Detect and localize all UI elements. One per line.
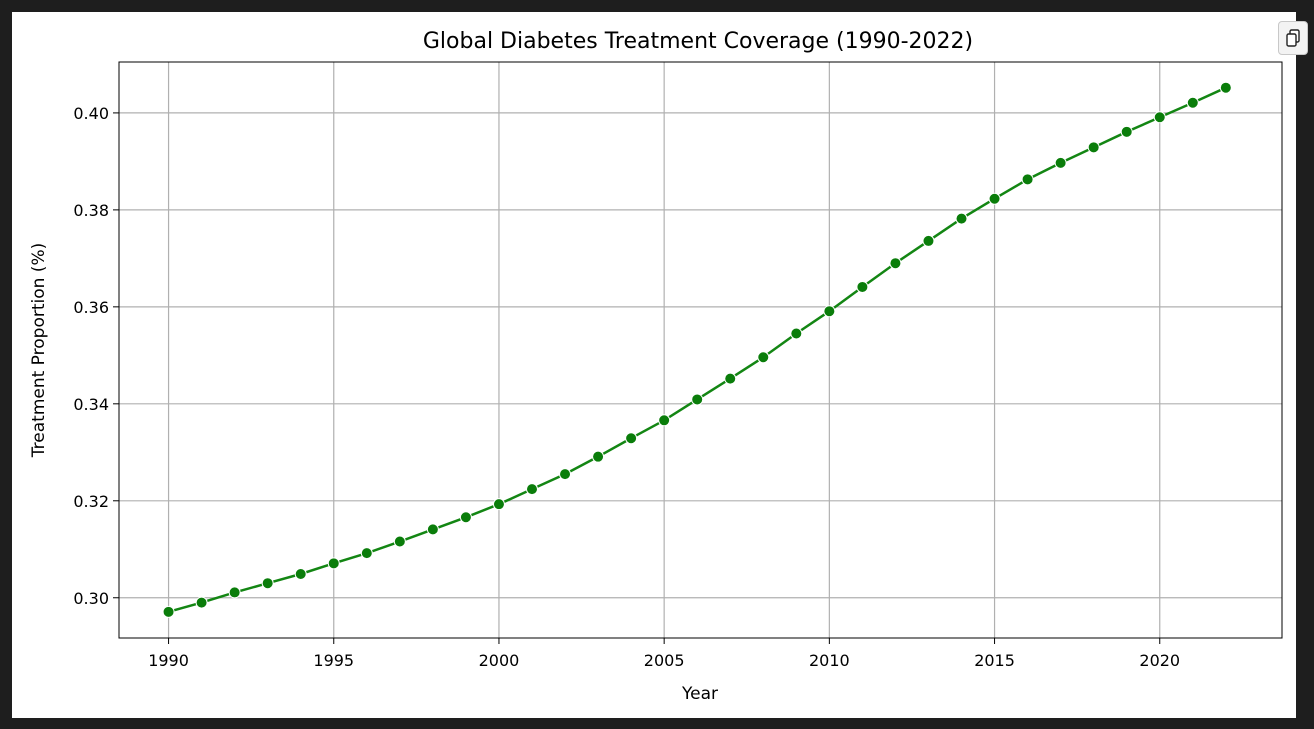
data-point [294,568,307,580]
x-tick-label: 2005 [644,651,685,670]
y-tick-label: 0.40 [73,104,109,123]
y-axis-label: Treatment Proportion (%) [29,243,49,458]
x-tick-label: 2000 [479,651,520,670]
data-point [162,605,175,618]
data-point [261,577,274,590]
plot-area-frame [118,61,1283,639]
x-tick-label: 1990 [148,651,189,670]
data-point [922,234,935,247]
ticks: 1990 1995 2000 2005 2010 2015 2020 0.30 0.32 0.34… [73,104,1180,670]
x-tick-label: 2015 [974,651,1015,670]
data-point [889,257,902,270]
data-point [691,393,704,406]
y-tick-label: 0.32 [73,492,109,511]
data-point [327,557,340,570]
data-point [988,192,1001,205]
x-tick-label: 1995 [313,651,354,670]
data-point [426,523,439,536]
data-point [1120,125,1133,138]
data-point [1219,81,1232,94]
data-point [195,596,208,609]
data-point [228,586,241,599]
data-point [724,372,737,385]
data-point [955,212,968,225]
data-point [492,498,505,511]
series-line [168,86,1227,614]
data-point [856,280,869,293]
x-axis-label: Year [681,684,718,704]
x-tick-label: 2020 [1139,651,1180,670]
y-tick-label: 0.38 [73,201,109,220]
data-point [625,432,638,445]
copy-button[interactable] [1278,21,1308,55]
y-tick-label: 0.34 [73,395,109,414]
chart-frame: Global Diabetes Treatment Coverage (1990… [12,12,1296,718]
data-point [559,468,572,481]
data-point [823,305,836,318]
data-point [1153,111,1166,124]
chart: Global Diabetes Treatment Coverage (1990… [29,29,1283,704]
copy-icon [1286,29,1300,47]
data-point [592,450,605,463]
data-point [459,511,472,524]
series-points [162,81,1232,618]
data-point [360,547,373,560]
y-tick-label: 0.30 [73,589,109,608]
data-point [393,535,406,548]
data-point [1087,141,1100,154]
x-tick-label: 2010 [809,651,850,670]
grid [119,62,1282,638]
data-point [1054,156,1067,169]
data-point [658,414,671,427]
y-tick-label: 0.36 [73,298,109,317]
data-point [790,327,803,340]
data-point [1021,173,1034,186]
chart-title: Global Diabetes Treatment Coverage (1990… [423,29,973,54]
data-point [525,483,538,496]
data-point [1186,96,1199,109]
data-point [757,351,770,364]
